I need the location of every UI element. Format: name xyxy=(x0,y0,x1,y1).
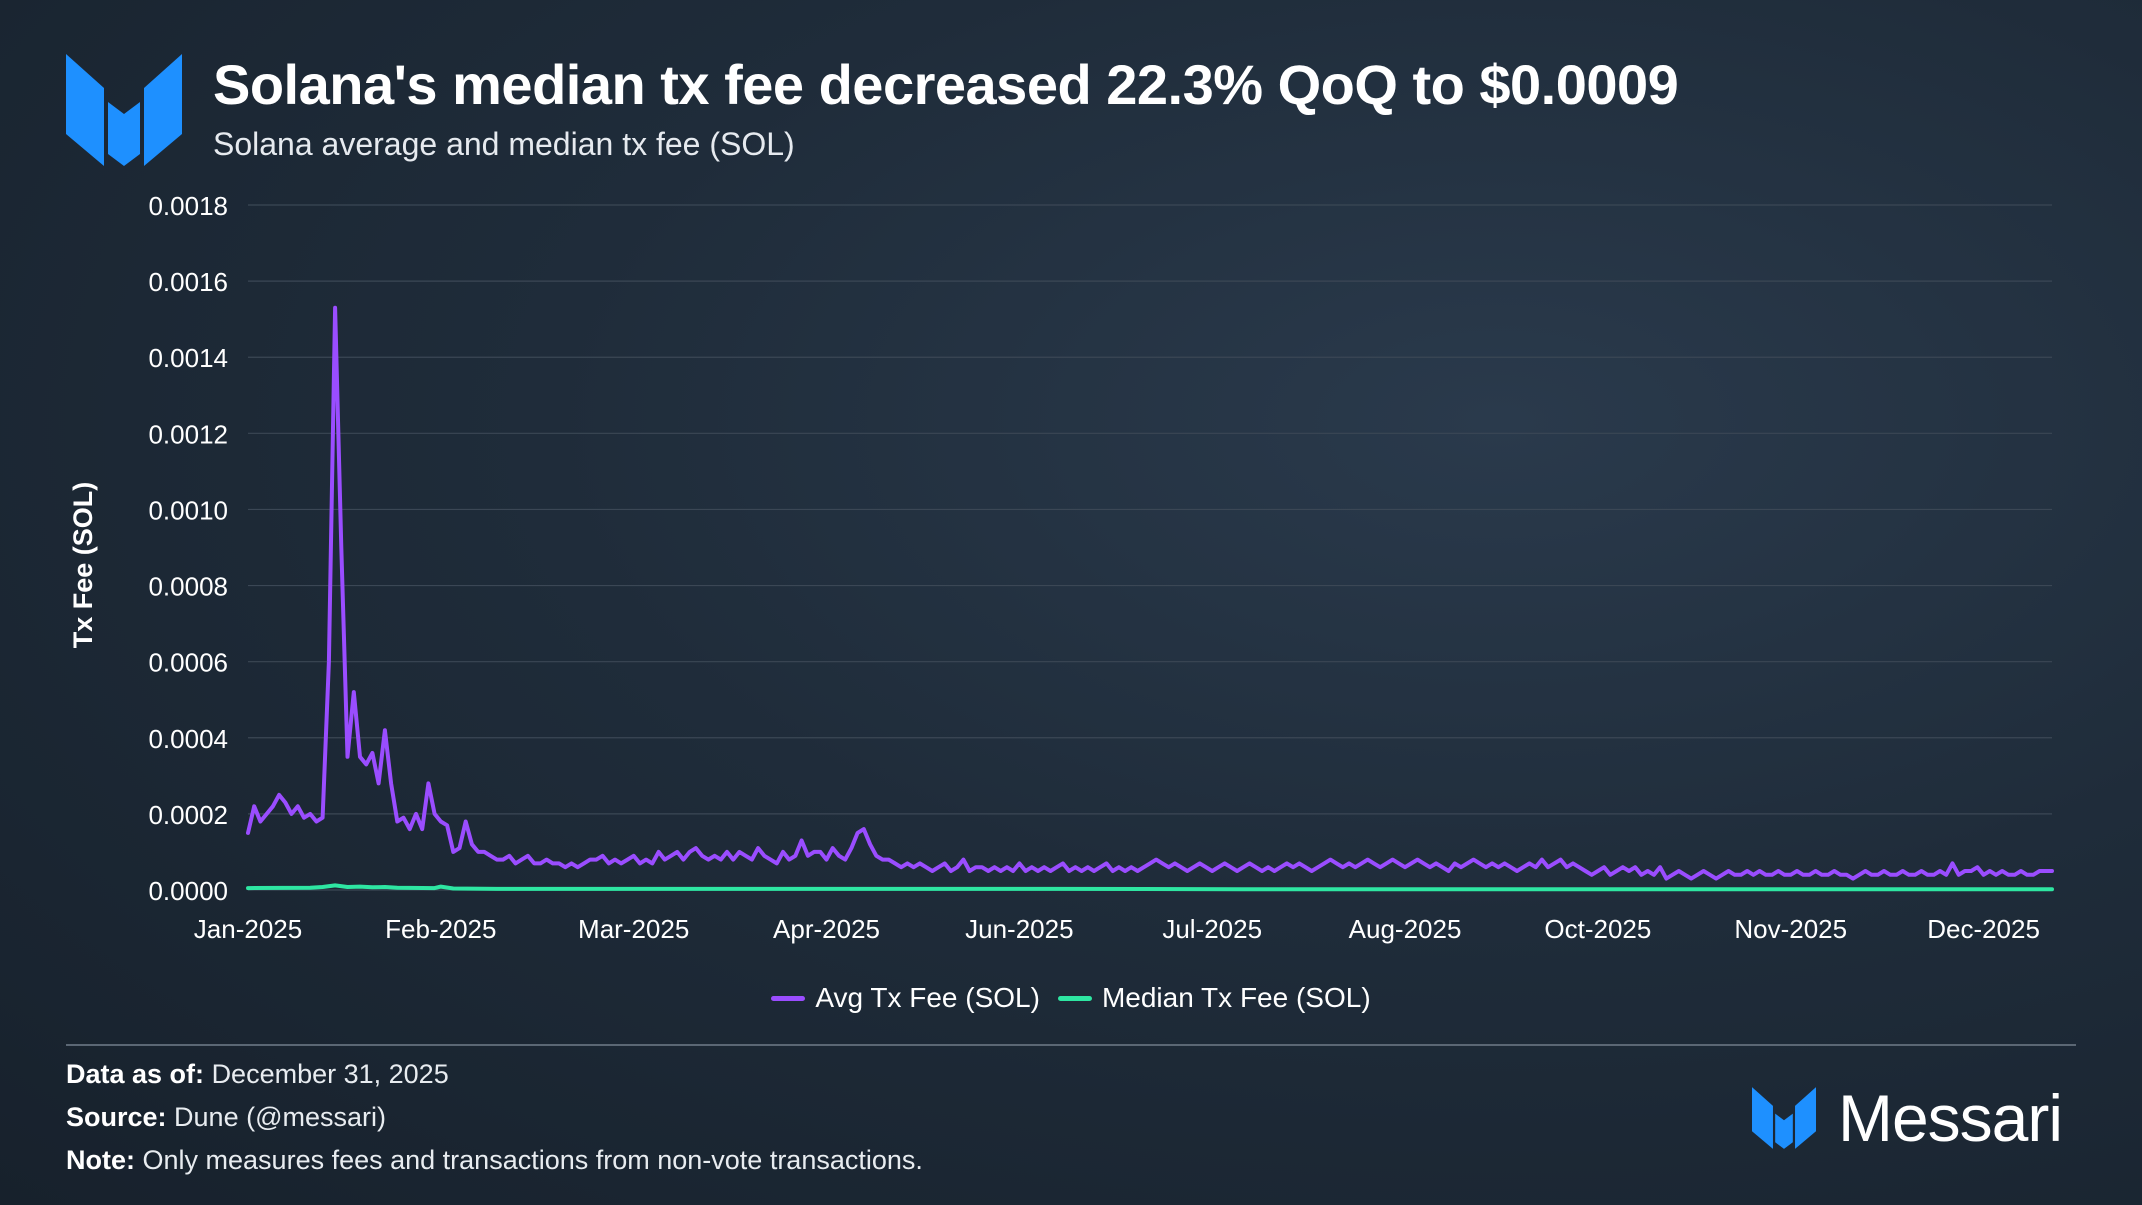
legend-swatch-median xyxy=(1057,995,1092,1001)
data-as-of-label: Data as of: xyxy=(66,1059,205,1089)
legend-label-avg: Avg Tx Fee (SOL) xyxy=(815,982,1040,1013)
footer-note: Note: Only measures fees and transaction… xyxy=(66,1145,923,1176)
x-tick-label: Apr-2025 xyxy=(773,914,880,944)
y-tick-label: 0.0006 xyxy=(148,648,228,678)
source-value: Dune (@messari) xyxy=(174,1102,386,1132)
y-tick-label: 0.0014 xyxy=(148,343,228,373)
y-tick-label: 0.0012 xyxy=(148,419,228,449)
chart-title: Solana's median tx fee decreased 22.3% Q… xyxy=(213,53,1679,116)
x-tick-label: Aug-2025 xyxy=(1349,914,1462,944)
legend-item-avg[interactable]: Avg Tx Fee (SOL) xyxy=(771,982,1040,1014)
y-axis-label: Tx Fee (SOL) xyxy=(68,482,98,649)
messari-logo-icon xyxy=(1752,1087,1816,1149)
x-tick-label: Mar-2025 xyxy=(578,914,689,944)
x-tick-label: Jun-2025 xyxy=(965,914,1073,944)
y-tick-label: 0.0002 xyxy=(148,800,228,830)
y-tick-label: 0.0000 xyxy=(148,876,228,906)
y-tick-label: 0.0010 xyxy=(148,495,228,525)
x-tick-label: Oct-2025 xyxy=(1544,914,1651,944)
footer-divider xyxy=(66,1044,2076,1046)
avg-tx-fee-line xyxy=(246,305,2054,881)
note-label: Note: xyxy=(66,1145,135,1175)
x-axis-ticks: Jan-2025 Feb-2025 Mar-2025 Apr-2025 Jun-2025… xyxy=(194,914,2040,944)
legend-label-median: Median Tx Fee (SOL) xyxy=(1101,982,1371,1013)
y-tick-label: 0.0018 xyxy=(148,191,228,221)
chart-legend: Avg Tx Fee (SOL) Median Tx Fee (SOL) xyxy=(0,982,2142,1014)
y-tick-label: 0.0008 xyxy=(148,572,228,602)
chart-grid xyxy=(248,204,2052,891)
legend-swatch-avg xyxy=(771,995,806,1001)
note-value: Only measures fees and transactions from… xyxy=(142,1145,923,1175)
footer-data-as-of: Data as of: December 31, 2025 xyxy=(66,1059,449,1090)
x-tick-label: Nov-2025 xyxy=(1734,914,1847,944)
legend-item-median[interactable]: Median Tx Fee (SOL) xyxy=(1057,982,1371,1014)
median-tx-fee-line xyxy=(246,883,2054,892)
brand-mark: Messari xyxy=(1752,1081,2063,1155)
brand-name: Messari xyxy=(1838,1081,2063,1155)
source-label: Source: xyxy=(66,1102,167,1132)
y-tick-label: 0.0016 xyxy=(148,267,228,297)
x-tick-label: Feb-2025 xyxy=(385,914,496,944)
chart-subtitle: Solana average and median tx fee (SOL) xyxy=(213,126,795,162)
x-tick-label: Jan-2025 xyxy=(194,914,302,944)
chart-series xyxy=(246,305,2054,892)
x-tick-label: Dec-2025 xyxy=(1927,914,2040,944)
y-tick-label: 0.0004 xyxy=(148,724,228,754)
data-as-of-value: December 31, 2025 xyxy=(211,1059,449,1089)
x-tick-label: Jul-2025 xyxy=(1162,914,1262,944)
y-axis-ticks: 0.0000 0.0002 0.0004 0.0006 0.0008 0.0010 0.00… xyxy=(148,191,228,906)
messari-logo-icon xyxy=(66,54,182,166)
footer-source: Source: Dune (@messari) xyxy=(66,1102,386,1133)
